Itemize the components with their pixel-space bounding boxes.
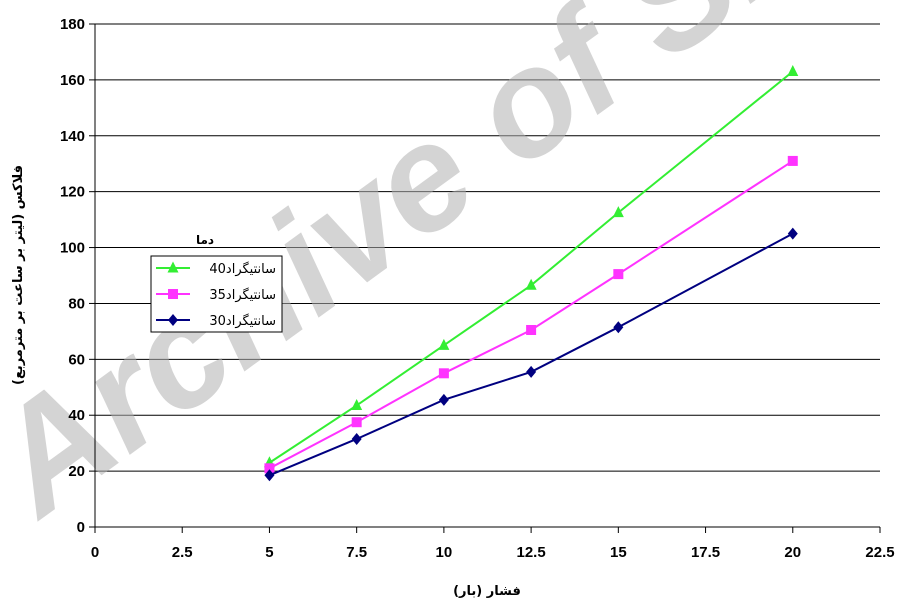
y-tick-label: 180 — [60, 16, 85, 33]
data-point — [787, 227, 798, 240]
x-tick-labels: 0 2.5 5 7.5 10 12.5 15 17.5 20 22.5 — [91, 544, 895, 561]
x-tick-label: 2.5 — [172, 544, 193, 561]
data-point — [351, 417, 362, 428]
series-line — [269, 232, 794, 477]
series-square — [264, 155, 798, 474]
legend-title: دما — [196, 233, 214, 247]
series-layer — [263, 65, 799, 482]
data-point — [264, 469, 275, 482]
x-tick-label: 20 — [784, 544, 801, 561]
x-tick-label: 15 — [610, 544, 627, 561]
data-point — [526, 324, 537, 335]
y-axis-label: فلاکس (لیتر بر ساعت بر مترمربع) — [11, 165, 26, 385]
data-point — [525, 278, 537, 290]
legend-swatch-marker — [168, 289, 178, 299]
data-point — [787, 155, 798, 166]
legend: دما 40سانتیگراد 35سانتیگراد 30سانتیگراد — [150, 233, 283, 333]
y-tick-label: 40 — [68, 407, 85, 424]
x-axis-label: فشار (بار) — [453, 584, 521, 599]
y-tick-label: 100 — [60, 240, 85, 257]
x-tick-label: 17.5 — [691, 544, 720, 561]
legend-swatch-marker — [168, 314, 178, 326]
y-tick-label: 20 — [68, 463, 85, 480]
data-point — [612, 206, 624, 218]
series-line — [268, 160, 794, 470]
data-point — [613, 269, 624, 280]
x-tick-label: 5 — [265, 544, 273, 561]
data-point — [438, 368, 449, 379]
y-tick-label: 60 — [68, 351, 85, 368]
y-tick-label: 80 — [68, 295, 85, 312]
legend-label: 35سانتیگراد — [209, 287, 276, 303]
data-point — [526, 365, 537, 378]
watermark: Archive of SID — [0, 0, 888, 548]
data-point — [787, 65, 799, 77]
series-line — [268, 70, 794, 464]
data-point — [351, 432, 362, 445]
y-tick-label: 120 — [60, 184, 85, 201]
data-point — [264, 463, 275, 474]
watermark-text: Archive of SID — [0, 0, 888, 548]
data-point — [438, 393, 449, 406]
x-tick-label: 10 — [436, 544, 453, 561]
legend-swatch-marker — [167, 261, 179, 273]
legend-label: 40سانتیگراد — [209, 261, 276, 277]
x-tick-label: 7.5 — [346, 544, 367, 561]
y-tick-labels: 0 20 40 60 80 100 120 140 160 180 — [60, 16, 85, 536]
series-diamond — [264, 227, 798, 482]
data-point — [351, 398, 363, 410]
x-tick-label: 22.5 — [865, 544, 894, 561]
data-point — [438, 338, 450, 350]
data-point — [613, 321, 624, 334]
y-tick-label: 0 — [77, 519, 85, 536]
axes — [89, 23, 881, 533]
y-tick-label: 160 — [60, 72, 85, 89]
y-tick-label: 140 — [60, 128, 85, 145]
legend-label: 30سانتیگراد — [209, 313, 276, 329]
x-tick-label: 12.5 — [517, 544, 546, 561]
x-tick-label: 0 — [91, 544, 99, 561]
